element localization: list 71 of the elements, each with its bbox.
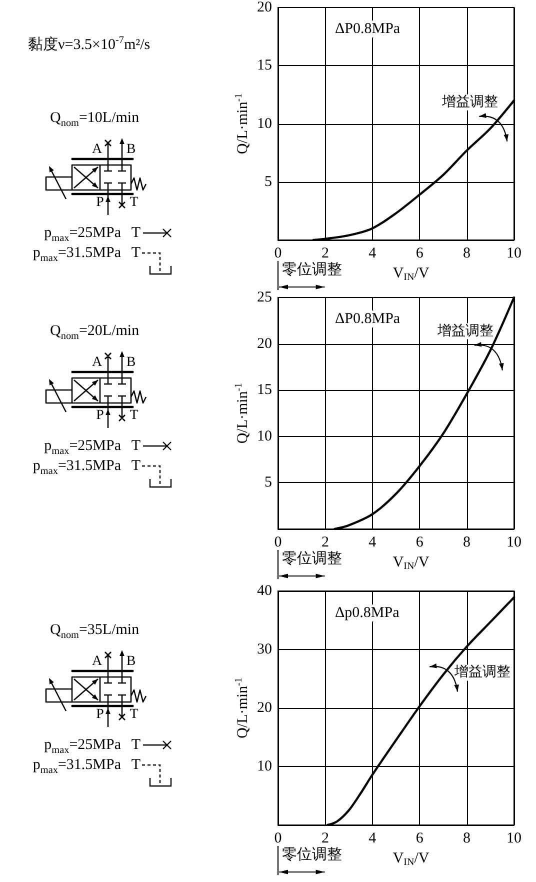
annotation: 增益调整 — [436, 322, 494, 339]
text: B — [126, 653, 136, 671]
x-tick-label: 4 — [368, 534, 377, 550]
annotation: ΔP0.8MPa — [335, 311, 400, 327]
x-tick-label: 6 — [416, 534, 424, 550]
text: B — [126, 141, 136, 159]
x-tick-label: 6 — [416, 830, 424, 846]
text: p$_{max}$=31.5MPa — [32, 756, 121, 776]
text: T — [130, 407, 138, 425]
text: T — [131, 736, 141, 754]
x-tick-label: 0 — [274, 246, 282, 262]
text: P — [96, 407, 104, 425]
text: 黏度ν=3.5×10$^{-7}$m²/s — [28, 35, 150, 54]
text: T — [131, 457, 141, 475]
y-tick-label: 15 — [257, 382, 272, 398]
x-tick-label: 8 — [463, 246, 471, 262]
x-tick-label: 2 — [321, 246, 329, 262]
y-tick-label: 25 — [257, 290, 272, 306]
y-tick-label: 5 — [264, 474, 272, 491]
x-tick-label: 8 — [463, 830, 471, 846]
y-tick-label: 20 — [257, 700, 272, 716]
text: T — [131, 756, 141, 774]
text: 零位调整 — [282, 550, 342, 567]
x-tick-label: 0 — [274, 830, 282, 846]
text: Q$_{nom}$=35L/min — [50, 621, 140, 641]
annotation: 增益调整 — [454, 664, 511, 680]
x-tick-label: 6 — [416, 246, 424, 262]
y-tick-label: 5 — [264, 174, 272, 190]
x-tick-label: 10 — [506, 534, 522, 550]
x-tick-label: 8 — [463, 534, 471, 550]
text: 零位调整 — [282, 846, 342, 863]
text: T — [130, 194, 138, 212]
annotation: ΔP0.8MPa — [335, 21, 400, 37]
x-tick-label: 10 — [506, 246, 522, 262]
y-axis-title: Q/L·min-1 — [234, 93, 251, 154]
annotation: 增益调整 — [441, 94, 498, 110]
text: A — [92, 653, 102, 671]
text: T — [131, 244, 141, 262]
text: p$_{max}$=31.5MPa — [32, 244, 121, 264]
y-tick-label: 10 — [257, 116, 272, 132]
text: A — [92, 354, 102, 372]
y-axis-title: Q/L·min-1 — [234, 382, 251, 444]
x-tick-label: 4 — [368, 246, 377, 262]
text: P — [96, 194, 104, 212]
text: Q$_{nom}$=10L/min — [50, 109, 140, 129]
text: P — [96, 706, 104, 724]
y-tick-label: 20 — [257, 336, 272, 352]
text: p$_{max}$=25MPa — [44, 224, 121, 244]
x-tick-label: 0 — [274, 534, 282, 550]
text: p$_{max}$=25MPa — [44, 736, 121, 756]
text: p$_{max}$=31.5MPa — [32, 457, 121, 477]
y-tick-label: 40 — [257, 583, 272, 599]
y-tick-label: 20 — [257, 0, 272, 16]
text: p$_{max}$=25MPa — [44, 437, 121, 457]
annotation: Δp0.8MPa — [335, 605, 400, 621]
text: T — [131, 224, 141, 242]
y-tick-label: 10 — [257, 428, 272, 444]
text: B — [126, 354, 136, 372]
x-tick-label: 10 — [506, 830, 522, 846]
x-tick-label: 2 — [321, 534, 329, 550]
y-axis-title: Q/L·min-1 — [234, 678, 251, 738]
text: Q$_{nom}$=20L/min — [50, 322, 140, 342]
text: 零位调整 — [282, 261, 342, 278]
text: A — [92, 141, 102, 159]
x-tick-label: 4 — [368, 830, 377, 846]
y-tick-label: 30 — [257, 642, 272, 658]
x-tick-label: 2 — [321, 830, 329, 846]
text: T — [130, 706, 138, 724]
y-tick-label: 15 — [257, 58, 272, 74]
text: T — [131, 437, 141, 455]
y-tick-label: 10 — [257, 758, 272, 774]
